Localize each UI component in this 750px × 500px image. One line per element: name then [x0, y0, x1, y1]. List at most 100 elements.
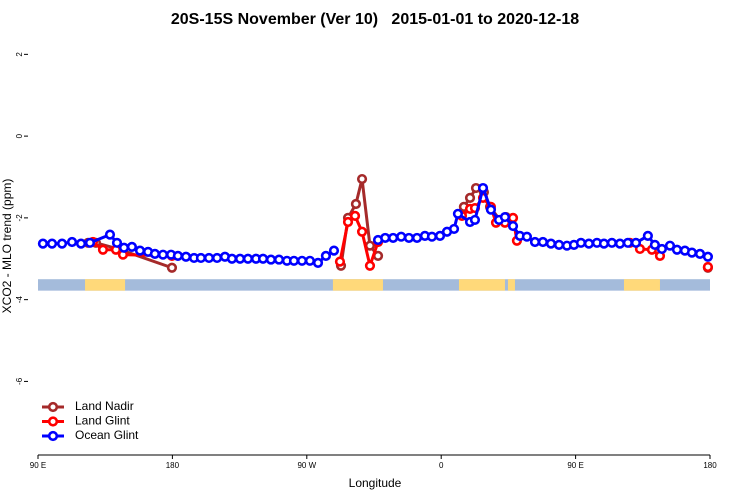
data-point: [452, 208, 464, 219]
data-point: [642, 230, 653, 241]
data-point: [349, 210, 361, 221]
data-point: [242, 253, 254, 264]
data-point: [702, 261, 714, 273]
data-point: [537, 236, 548, 248]
data-point: [211, 252, 223, 264]
data-point: [614, 238, 626, 249]
x-axis-label: Longitude: [349, 476, 402, 490]
y-tick-label: 2: [15, 52, 24, 57]
data-point: [630, 237, 642, 248]
data-point: [66, 236, 78, 248]
data-point: [157, 249, 169, 260]
x-tick-label: 180: [166, 461, 180, 470]
data-point: [485, 204, 497, 215]
data-point: [553, 239, 565, 250]
data-point: [126, 241, 138, 253]
x-tick-label: 90 E: [30, 461, 46, 470]
data-point: [118, 242, 130, 253]
data-point: [372, 250, 384, 262]
data-point: [46, 238, 58, 249]
data-point: [334, 256, 346, 267]
legend-label: Ocean Glint: [75, 428, 139, 442]
data-point: [507, 212, 519, 223]
data-point: [320, 250, 332, 262]
data-point: [257, 253, 269, 264]
data-point: [75, 238, 87, 249]
data-point: [265, 254, 277, 265]
data-point: [111, 237, 123, 248]
data-point: [97, 244, 109, 255]
data-point: [464, 192, 476, 203]
land-segment: [623, 279, 660, 291]
land-segment: [85, 279, 126, 291]
data-point: [273, 254, 285, 265]
data-point: [56, 238, 68, 249]
data-point: [149, 248, 161, 259]
y-tick-label: -4: [15, 296, 24, 304]
data-point: [180, 251, 192, 262]
data-point: [396, 231, 407, 242]
data-point: [342, 216, 354, 228]
data-point: [664, 240, 676, 251]
data-point: [507, 220, 519, 232]
data-point: [356, 173, 368, 185]
data-point: [356, 226, 368, 237]
y-axis-label: XCO2 - MLO trend (ppm): [0, 179, 14, 314]
data-point: [694, 248, 706, 259]
data-point: [521, 231, 533, 242]
data-point: [426, 231, 438, 242]
legend-marker: [47, 430, 59, 442]
data-point: [606, 237, 617, 248]
data-point: [388, 232, 399, 244]
data-point: [575, 237, 587, 248]
data-point: [234, 253, 246, 264]
data-point: [529, 236, 541, 248]
legend-label: Land Glint: [75, 414, 130, 428]
chart-title: 20S-15S November (Ver 10) 2015-01-01 to …: [171, 11, 579, 28]
data-point: [364, 240, 376, 251]
data-point: [671, 244, 683, 255]
x-tick-label: 90 W: [297, 461, 316, 470]
data-point: [649, 239, 660, 250]
data-point: [403, 232, 415, 244]
legend-marker: [47, 401, 59, 413]
data-point: [380, 232, 391, 244]
data-point: [622, 237, 633, 248]
legend-marker: [47, 416, 59, 427]
data-point: [545, 238, 557, 249]
data-point: [328, 245, 340, 256]
data-point: [296, 255, 308, 266]
data-point: [686, 247, 698, 258]
data-point: [411, 232, 423, 244]
data-point: [364, 260, 376, 271]
data-point: [598, 238, 610, 249]
data-point: [166, 262, 178, 273]
data-point: [312, 257, 324, 268]
data-point: [469, 214, 481, 226]
land-segment: [507, 279, 515, 291]
y-tick-label: 0: [15, 133, 24, 138]
data-point: [583, 238, 594, 249]
data-point: [104, 229, 116, 240]
data-point: [84, 237, 96, 248]
x-tick-label: 180: [703, 461, 717, 470]
data-point: [499, 211, 511, 223]
land-segment: [332, 279, 383, 291]
data-point: [350, 198, 362, 210]
data-point: [434, 230, 446, 241]
data-point: [195, 252, 207, 264]
data-point: [37, 238, 49, 249]
land-segment: [458, 279, 505, 291]
y-tick-label: -6: [15, 377, 24, 385]
x-tick-label: 90 E: [567, 461, 583, 470]
data-point: [304, 255, 316, 266]
data-point: [134, 245, 146, 256]
x-tick-label: 0: [439, 461, 444, 470]
data-point: [172, 250, 184, 262]
data-point: [656, 243, 668, 255]
data-point: [448, 223, 460, 235]
data-point: [477, 182, 489, 194]
legend-label: Land Nadir: [75, 399, 134, 413]
y-tick-label: -2: [15, 214, 24, 222]
